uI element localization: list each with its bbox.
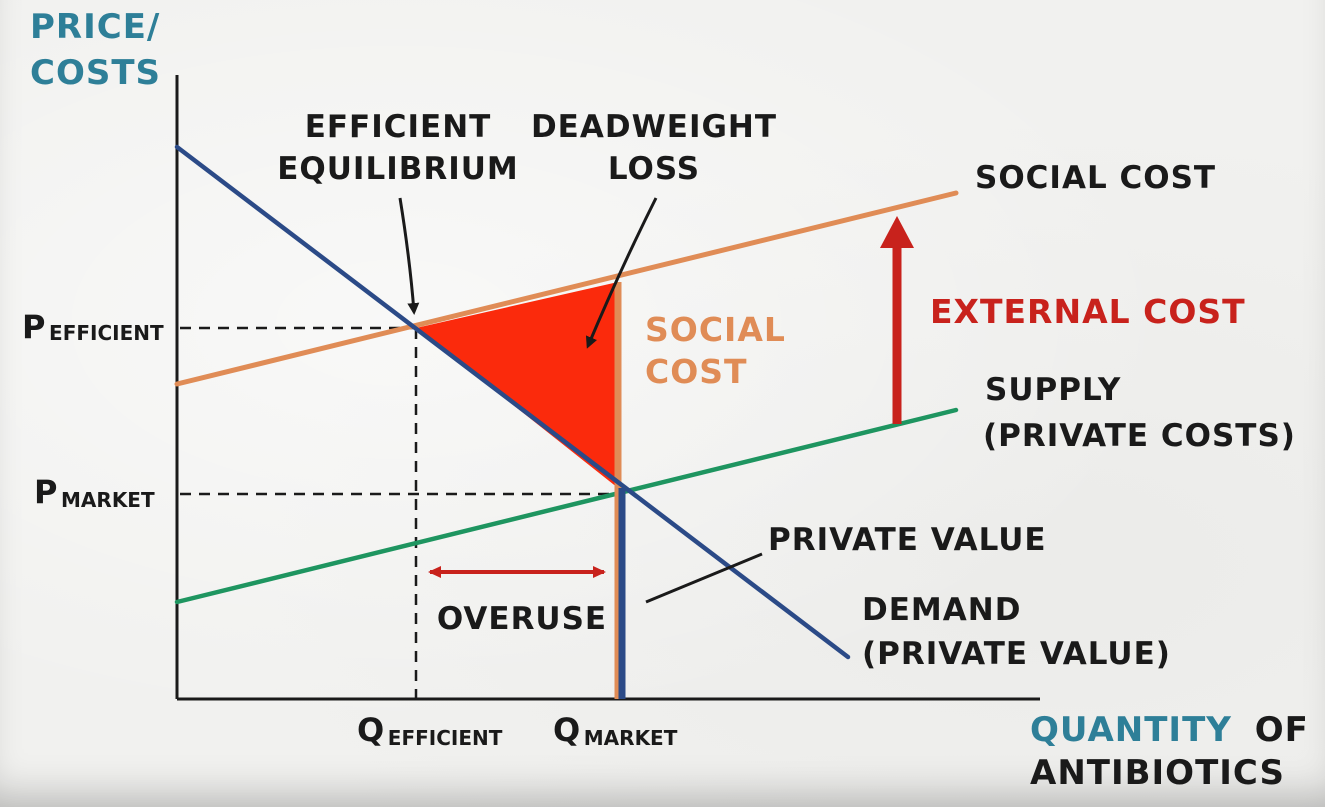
- deadweight-loss-area: [416, 282, 618, 488]
- social-cost-segment-line1: SOCIAL: [645, 310, 786, 349]
- q-efficient-label: Q EFFICIENT: [357, 711, 503, 750]
- overuse-label: OVERUSE: [437, 601, 607, 637]
- p-market-sub: MARKET: [61, 488, 155, 512]
- social-cost-curve-label: SOCIAL COST: [975, 160, 1216, 196]
- social-cost-segment-line2: COST: [645, 352, 748, 391]
- x-axis-title-quantity: QUANTITY: [1030, 710, 1232, 750]
- x-axis-title-line2: ANTIBIOTICS: [1030, 753, 1285, 793]
- q-efficient-main: Q: [357, 711, 385, 749]
- social-cost-curve: [174, 190, 959, 387]
- q-market-main: Q: [553, 711, 581, 749]
- private-value-label: PRIVATE VALUE: [768, 522, 1047, 558]
- x-axis-title-of: OF: [1255, 710, 1309, 750]
- private-value-pointer: [645, 552, 763, 604]
- q-market-sub: MARKET: [584, 726, 678, 750]
- efficient-equilibrium-pointer: [398, 197, 420, 315]
- deadweight-loss-line1: DEADWEIGHT: [531, 109, 777, 145]
- supply-label-line1: SUPPLY: [985, 372, 1121, 408]
- deadweight-loss-pointer: [585, 197, 658, 349]
- y-axis-title-line1: PRICE/: [30, 7, 160, 47]
- external-cost-arrowhead: [880, 216, 914, 248]
- efficient-equilibrium-line1: EFFICIENT: [305, 109, 492, 145]
- p-efficient-sub: EFFICIENT: [49, 321, 164, 345]
- demand-curve: [174, 144, 851, 660]
- p-market-label: P MARKET: [34, 473, 155, 512]
- supply-label-line2: (PRIVATE COSTS): [983, 418, 1296, 454]
- p-efficient-main: P: [22, 308, 46, 346]
- efficient-equilibrium-line2: EQUILIBRIUM: [277, 151, 519, 187]
- external-cost-label: EXTERNAL COST: [930, 292, 1246, 331]
- y-axis-title-line2: COSTS: [30, 53, 161, 93]
- supply-curve: [174, 407, 959, 605]
- x-axis-title-line1: QUANTITY OF: [1030, 710, 1309, 750]
- p-market-main: P: [34, 473, 58, 511]
- demand-label-line2: (PRIVATE VALUE): [862, 636, 1171, 672]
- p-efficient-label: P EFFICIENT: [22, 308, 164, 346]
- demand-label-line1: DEMAND: [862, 592, 1021, 628]
- q-market-label: Q MARKET: [553, 711, 678, 750]
- deadweight-loss-line2: LOSS: [608, 151, 700, 187]
- q-efficient-sub: EFFICIENT: [388, 726, 503, 750]
